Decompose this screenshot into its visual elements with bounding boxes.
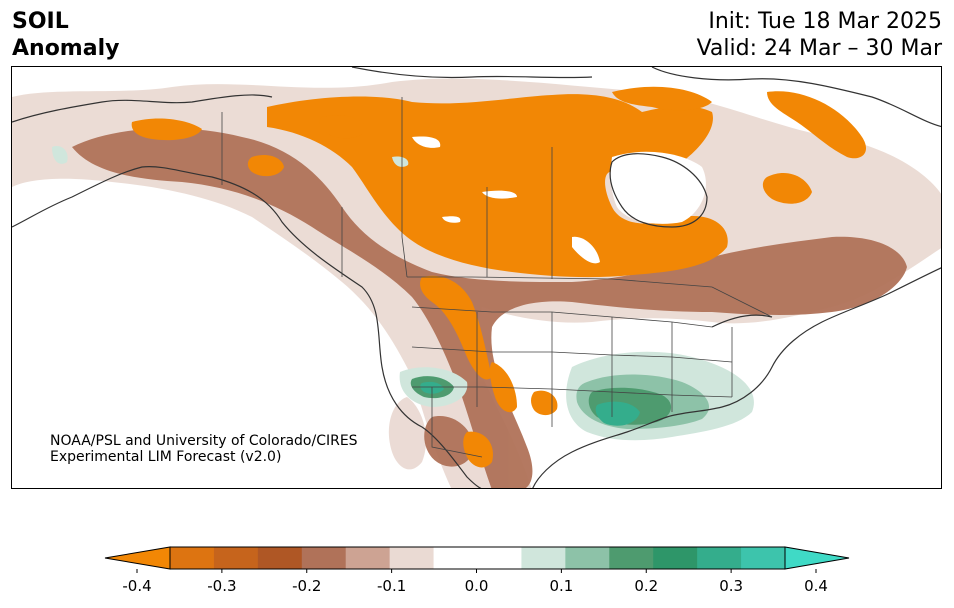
colorbar-tick-label: 0.4 bbox=[804, 577, 828, 595]
moderate-dry-regions bbox=[72, 128, 907, 488]
credit-line-1: NOAA/PSL and University of Colorado/CIRE… bbox=[50, 433, 358, 449]
colorbar-cell bbox=[170, 547, 215, 569]
colorbar-cell bbox=[389, 547, 435, 569]
colorbar-tick-label: -0.4 bbox=[122, 577, 152, 595]
colorbar-tick-label: 0.0 bbox=[464, 577, 489, 595]
colorbar-cell bbox=[653, 547, 698, 569]
map-credit: NOAA/PSL and University of Colorado/CIRE… bbox=[50, 433, 358, 465]
colorbar-cell bbox=[345, 547, 391, 569]
colorbar-cell bbox=[477, 547, 522, 569]
colorbar-cell bbox=[521, 547, 566, 569]
colorbar-cell bbox=[301, 547, 347, 569]
valid-date: Valid: 24 Mar – 30 Mar bbox=[696, 36, 942, 61]
colorbar-cell bbox=[433, 547, 478, 569]
colorbar-cell bbox=[741, 547, 786, 569]
colorbar-cells bbox=[170, 547, 786, 569]
colorbar-cell bbox=[565, 547, 610, 569]
title-line-2: Anomaly bbox=[12, 36, 120, 61]
credit-line-2: Experimental LIM Forecast (v2.0) bbox=[50, 449, 282, 465]
colorbar-ticks bbox=[136, 569, 817, 573]
colorbar-extend-low bbox=[104, 546, 171, 570]
map-panel: NOAA/PSL and University of Colorado/CIRE… bbox=[11, 66, 942, 489]
colorbar-tick-label: 0.2 bbox=[634, 577, 659, 595]
colorbar-tick-label: 0.1 bbox=[549, 577, 574, 595]
political-borders bbox=[221, 97, 773, 458]
forecast-dates: Init: Tue 18 Mar 2025 Valid: 24 Mar – 30… bbox=[697, 8, 942, 62]
colorbar bbox=[104, 546, 850, 573]
colorbar-tick-label: 0.3 bbox=[719, 577, 744, 595]
init-date: Init: Tue 18 Mar 2025 bbox=[708, 9, 942, 34]
wet-regions bbox=[52, 146, 754, 441]
colorbar-extend-high bbox=[784, 546, 850, 570]
colorbar-cell bbox=[257, 547, 303, 569]
colorbar-cell bbox=[697, 547, 742, 569]
neutral-patches bbox=[412, 136, 706, 264]
map-title: SOIL Anomaly bbox=[12, 8, 119, 62]
colorbar-outline bbox=[169, 546, 786, 570]
colorbar-cell bbox=[213, 547, 259, 569]
colorbar-tick-label: -0.2 bbox=[292, 577, 322, 595]
colorbar-tick-label: -0.3 bbox=[207, 577, 237, 595]
colorbar-cell bbox=[609, 547, 654, 569]
anomaly-map bbox=[12, 67, 941, 488]
coastlines bbox=[12, 67, 941, 488]
colorbar-tick-label: -0.1 bbox=[376, 577, 407, 595]
strong-dry-regions bbox=[131, 86, 867, 468]
title-line-1: SOIL bbox=[12, 9, 69, 34]
